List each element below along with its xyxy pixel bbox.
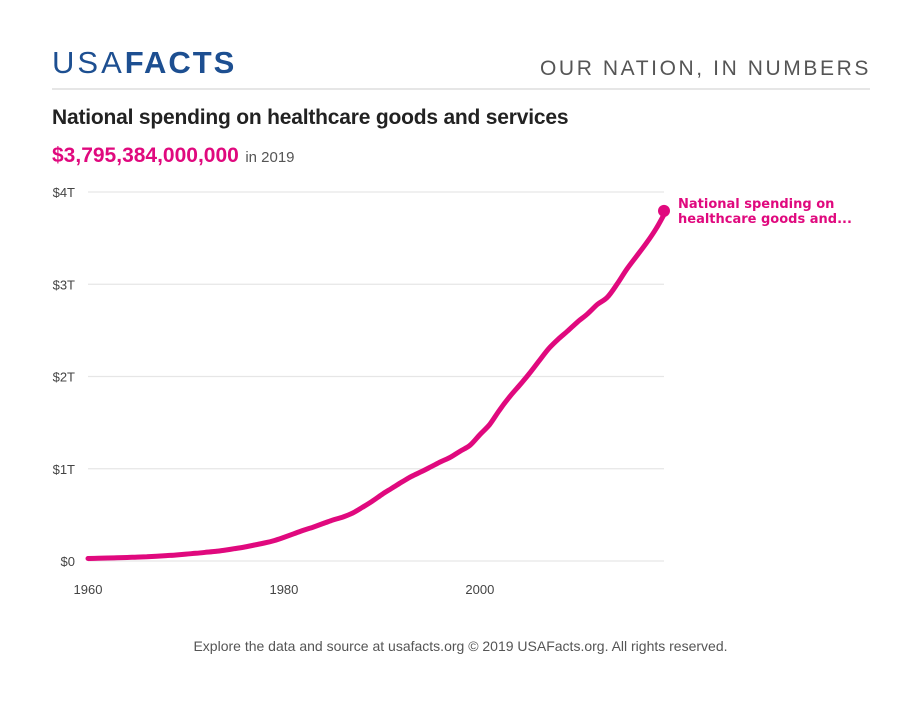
y-axis-ticks: $0 $1T $2T $3T $4T: [53, 185, 75, 569]
series-line: [85, 208, 669, 561]
chart-title: National spending on healthcare goods an…: [52, 106, 569, 129]
x-axis-ticks: 1960 1980 2000: [74, 582, 495, 597]
headline-value: $3,795,384,000,000: [52, 144, 239, 167]
y-tick-label: $0: [61, 554, 75, 569]
series-end-point[interactable]: [658, 204, 670, 217]
logo-light-text: USA: [52, 45, 125, 80]
headline-stat: $3,795,384,000,000 in 2019: [52, 145, 295, 166]
x-tick-label: 1960: [74, 582, 103, 597]
y-tick-label: $2T: [53, 370, 75, 385]
headline-suffix: in 2019: [245, 149, 295, 166]
logo-bold-text: FACTS: [124, 45, 237, 80]
series-end-label: healthcare goods and...: [678, 212, 852, 227]
y-tick-label: $4T: [53, 185, 75, 200]
x-tick-label: 2000: [465, 582, 494, 597]
header-divider: [52, 88, 870, 90]
series-end-label: National spending on: [678, 197, 834, 212]
footer-credit: Explore the data and source at usafacts.…: [193, 638, 728, 654]
usafacts-logo[interactable]: USAFACTS: [52, 47, 236, 78]
tagline: OUR NATION, IN NUMBERS: [540, 57, 871, 80]
gridlines: [88, 191, 664, 562]
y-tick-label: $1T: [53, 462, 75, 477]
y-tick-label: $3T: [53, 277, 75, 292]
x-tick-label: 1980: [269, 582, 298, 597]
